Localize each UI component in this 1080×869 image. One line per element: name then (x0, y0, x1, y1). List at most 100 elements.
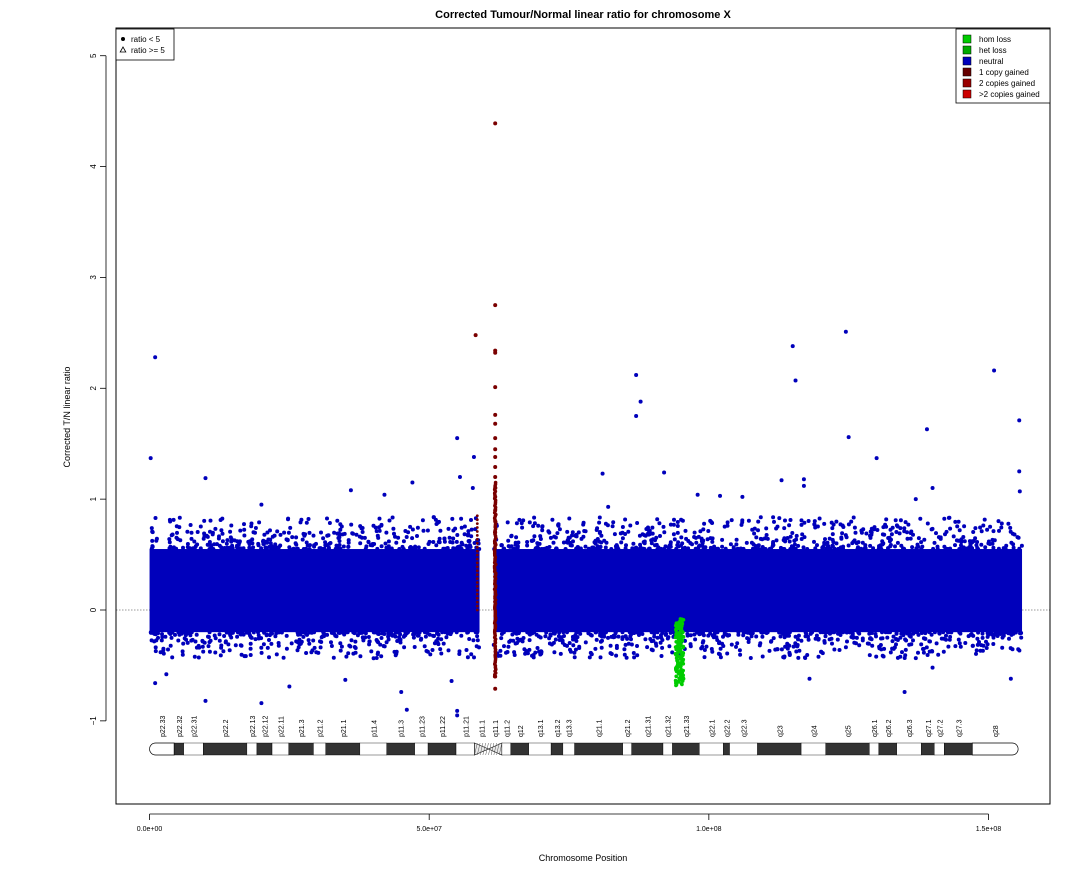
neutral-point (325, 543, 330, 548)
neutral-point (1019, 543, 1024, 548)
neutral-point (1000, 645, 1005, 650)
neutral-point (771, 543, 776, 547)
chromosome-ideogram: p22.33 p22.32 p22.31 p22.2 p22.13 p22.12 p22.1… (149, 715, 1019, 756)
neutral-point (379, 544, 384, 549)
neutral-point (999, 525, 1004, 530)
gain-point (475, 541, 479, 545)
neutral-point (311, 533, 316, 538)
ideogram-band-label: p22.13 (250, 715, 257, 737)
neutral-point (149, 630, 154, 635)
neutral-point (777, 630, 782, 635)
neutral-point (810, 630, 815, 635)
neutral-point (439, 651, 444, 656)
neutral-point (688, 642, 693, 647)
neutral-point (869, 532, 874, 537)
neutral-point (746, 518, 751, 523)
neutral-point (326, 546, 331, 551)
neutral-point (586, 631, 591, 636)
neutral-point (604, 540, 609, 545)
neutral-point (936, 652, 941, 657)
neutral-point (471, 638, 476, 643)
neutral-point (880, 542, 885, 547)
neutral-point (980, 648, 985, 653)
neutral-point (698, 632, 703, 636)
neutral-point (464, 543, 469, 548)
neutral-point (830, 526, 835, 531)
shape-legend: ratio < 5 ratio >= 5 (115, 28, 175, 61)
neutral-point (815, 543, 819, 548)
neutral-point (220, 531, 225, 536)
neutral-point (1003, 630, 1007, 635)
neutral-point (469, 534, 474, 539)
neutral-point (262, 532, 267, 537)
neutral-outlier-point (348, 488, 353, 493)
neutral-point (420, 518, 425, 523)
neutral-point (705, 537, 710, 542)
neutral-point (561, 540, 566, 545)
neutral-point (925, 653, 930, 657)
neutral-point (539, 547, 544, 551)
neutral-point (851, 515, 856, 520)
neutral-point (697, 543, 702, 548)
neutral-point (706, 529, 711, 533)
neutral-point (459, 525, 464, 530)
neutral-point (803, 656, 808, 660)
neutral-point (376, 535, 381, 540)
neutral-point (598, 639, 603, 644)
neutral-point (347, 643, 352, 648)
gain-point (493, 121, 498, 126)
neutral-point (956, 637, 961, 642)
neutral-point (520, 639, 525, 644)
neutral-point (841, 525, 846, 529)
neutral-point (428, 652, 433, 657)
neutral-point (410, 527, 415, 532)
neutral-point (322, 546, 327, 551)
neutral-point (788, 534, 793, 539)
neutral-point (625, 636, 630, 641)
neutral-point (583, 544, 588, 549)
neutral-point (825, 630, 830, 635)
ideogram-band (622, 742, 632, 756)
neutral-point (412, 645, 417, 649)
neutral-point (959, 540, 964, 544)
ideogram-band (246, 742, 258, 756)
neutral-point (377, 528, 382, 533)
neutral-point (803, 630, 808, 635)
neutral-point (932, 540, 937, 545)
ideogram-band-label: q22.1 (709, 719, 716, 737)
ideogram-band (386, 742, 415, 756)
neutral-point (222, 546, 227, 550)
neutral-point (568, 647, 572, 652)
neutral-point (553, 630, 558, 635)
neutral-point (890, 639, 895, 644)
neutral-point (334, 543, 339, 548)
neutral-point (559, 635, 564, 640)
neutral-outlier-point (455, 708, 460, 713)
neutral-point (622, 647, 627, 652)
neutral-point (837, 648, 842, 652)
neutral-point (360, 530, 365, 534)
neutral-point (213, 636, 218, 641)
neutral-point (423, 634, 428, 639)
neutral-point (556, 522, 561, 527)
neutral-point (215, 542, 219, 547)
neutral-point (359, 630, 364, 635)
neutral-point (778, 634, 783, 639)
gain-point (493, 541, 498, 546)
neutral-point (835, 637, 840, 642)
y-tick-label: 3 (89, 275, 98, 280)
neutral-point (163, 634, 168, 639)
neutral-point (361, 636, 366, 641)
neutral-point (296, 632, 301, 637)
neutral-point (1006, 521, 1011, 526)
neutral-point (457, 652, 462, 656)
neutral-point (161, 651, 166, 656)
ideogram-band-label: p21.2 (318, 719, 325, 737)
neutral-point (649, 538, 654, 543)
neutral-point (966, 634, 971, 639)
neutral-point (346, 651, 351, 656)
neutral-point (752, 526, 757, 531)
ideogram-band-label: p21.3 (299, 719, 306, 737)
neutral-point (638, 545, 643, 550)
neutral-point (893, 518, 898, 523)
